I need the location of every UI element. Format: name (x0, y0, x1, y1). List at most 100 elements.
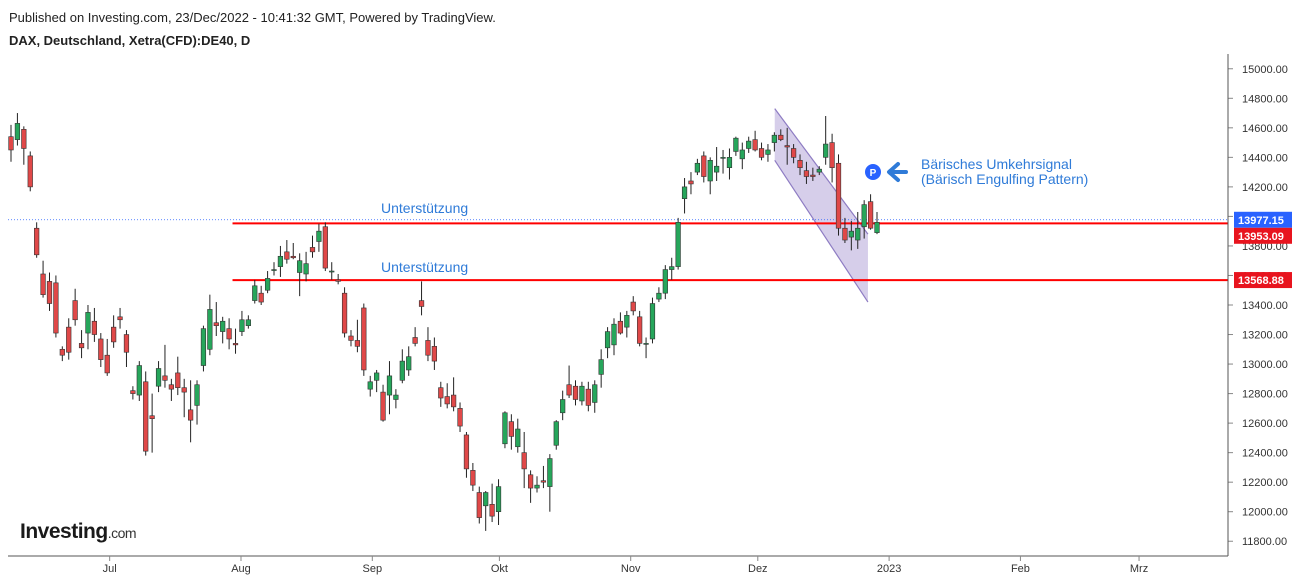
candle (842, 217, 848, 243)
candle (21, 126, 27, 165)
candle-body (175, 372, 181, 388)
pattern-marker (865, 164, 881, 180)
candle (656, 287, 662, 303)
price-labels: 13977.15 13953.09 13568.88 P (865, 162, 1292, 289)
candle (155, 361, 162, 393)
pattern-marker-label: P (870, 168, 877, 179)
candle-body (534, 484, 540, 489)
candle (207, 294, 213, 356)
candle-body (829, 142, 835, 168)
candle (855, 211, 861, 249)
candle-body (527, 474, 534, 489)
candle-body (739, 149, 745, 160)
candle-body (59, 348, 65, 356)
candle (451, 377, 457, 412)
candle (406, 346, 412, 376)
candle (572, 380, 579, 406)
candle-body (662, 269, 668, 294)
candle (220, 316, 226, 344)
candle (701, 151, 707, 183)
candle-body (155, 368, 162, 387)
candle-body (66, 326, 72, 353)
candle-body (617, 320, 624, 334)
candle (771, 132, 777, 152)
candle (226, 318, 232, 350)
candle-body (579, 385, 585, 402)
candle (59, 346, 65, 362)
candle-body (418, 300, 425, 307)
candle (271, 262, 277, 276)
candle-body (431, 346, 437, 362)
candle-body (444, 396, 450, 405)
candle (72, 288, 78, 326)
candle-body (771, 134, 777, 143)
logo-name: Investing (20, 520, 108, 543)
support-lines (8, 219, 1228, 282)
candle-body (476, 492, 482, 518)
candle (463, 431, 470, 478)
x-tick-label: Feb (1011, 563, 1030, 575)
candle-body (438, 387, 444, 399)
candle (585, 381, 591, 412)
candle-body (675, 222, 681, 267)
candle (232, 328, 239, 354)
candle (418, 281, 425, 316)
investing-logo[interactable]: Investing.com (20, 520, 137, 544)
candle (630, 296, 636, 316)
candle (714, 147, 720, 181)
candle-body (457, 408, 463, 427)
candle-body (489, 504, 495, 517)
y-tick-label: 13400.00 (1242, 300, 1288, 312)
candle-body (245, 319, 251, 326)
candle-body (98, 338, 104, 360)
candle (752, 130, 758, 152)
candle (797, 154, 803, 176)
candle (733, 136, 739, 156)
candle-body (598, 359, 604, 375)
candle (117, 307, 123, 329)
candle (540, 465, 547, 489)
candle (502, 411, 508, 449)
candle (829, 133, 835, 183)
candle (553, 420, 559, 450)
candle (803, 161, 810, 184)
candle (91, 307, 98, 342)
candle-body (316, 230, 322, 242)
candle-body (309, 247, 316, 253)
y-tick-label: 15000.00 (1242, 64, 1288, 76)
candle (354, 319, 361, 353)
candle (726, 148, 733, 180)
candle-body (21, 129, 27, 149)
candle-body (566, 384, 572, 396)
y-tick-label: 13800.00 (1242, 241, 1288, 253)
candle-body (803, 170, 810, 177)
candle-body (181, 387, 187, 393)
candle (560, 390, 566, 421)
candle-body (399, 360, 405, 381)
candle (200, 325, 207, 372)
candle-body (797, 160, 803, 168)
candle (66, 318, 72, 360)
candle (874, 211, 880, 235)
candle-body (361, 307, 367, 371)
candle-body (329, 270, 335, 273)
candle-body (778, 134, 784, 140)
candle-body (252, 285, 258, 301)
candle-body (540, 480, 547, 483)
candle-body (848, 230, 854, 238)
candle (489, 483, 495, 523)
candle (617, 312, 624, 335)
candle-body (226, 328, 232, 340)
y-tick-label: 11800.00 (1242, 536, 1287, 548)
candle (681, 178, 688, 214)
candle (335, 273, 341, 285)
candle-body (630, 301, 636, 312)
candle (707, 157, 713, 195)
candle-body (669, 266, 675, 270)
candle-body (322, 226, 328, 269)
candle-body (85, 312, 91, 334)
candle-body (463, 434, 470, 470)
candle (470, 462, 476, 492)
candle-body (188, 409, 194, 421)
